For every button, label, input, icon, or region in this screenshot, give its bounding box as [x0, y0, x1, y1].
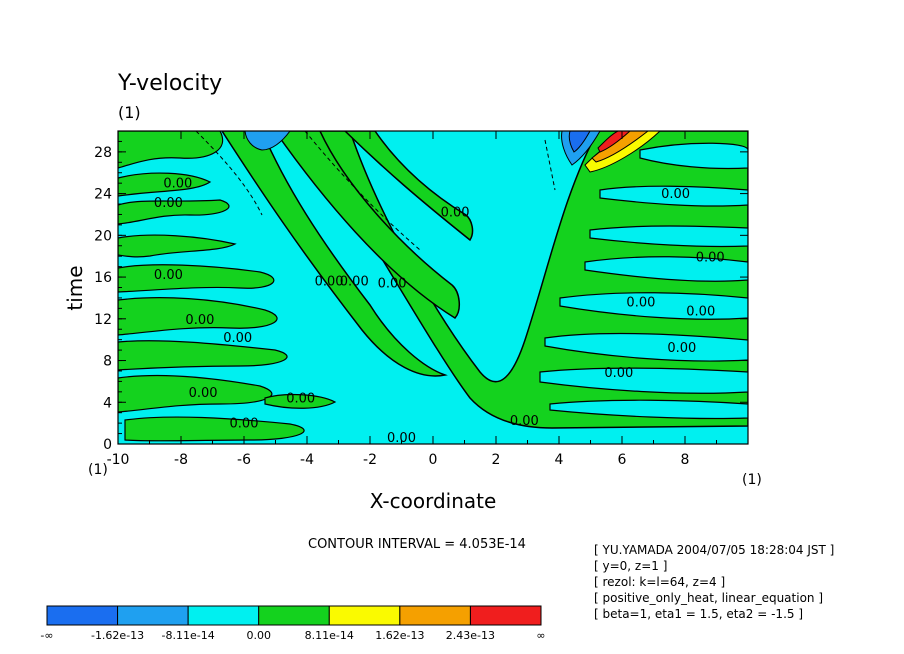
- contour-label: 0.00: [604, 366, 633, 381]
- y-axis-label: time: [63, 265, 87, 310]
- contour-label: 0.00: [661, 187, 690, 202]
- y-tick-label: 16: [94, 270, 112, 286]
- contour-label: 0.00: [441, 206, 470, 221]
- x-tick-label: 4: [555, 452, 564, 468]
- contour-label: 0.00: [387, 431, 416, 446]
- contour-label: 0.00: [510, 414, 539, 429]
- legend-label: 2.43e-13: [446, 629, 495, 642]
- contour-label: 0.00: [315, 274, 344, 289]
- legend-label: ∞: [536, 629, 545, 642]
- legend-label: 8.11e-14: [305, 629, 354, 642]
- legend-swatch: [187, 605, 260, 626]
- contour-label: 0.00: [230, 416, 259, 431]
- contour-interval-text: CONTOUR INTERVAL = 4.053E-14: [308, 537, 526, 552]
- positive-band-left: [221, 131, 448, 377]
- positive-patches-left: [118, 131, 337, 442]
- info-line: [ positive_only_heat, linear_equation ]: [594, 591, 823, 605]
- y-tick-label: 12: [94, 312, 112, 328]
- contour-label: 0.00: [189, 386, 218, 401]
- info-line: [ YU.YAMADA 2004/07/05 18:28:04 JST ]: [594, 543, 834, 557]
- info-line: [ rezol: k=l=64, z=4 ]: [594, 575, 725, 589]
- x-tick-label: 8: [681, 452, 690, 468]
- positive-band-middle: [274, 131, 460, 319]
- legend-swatch: [46, 605, 119, 626]
- x-tick-label: 6: [618, 452, 627, 468]
- legend-label: 0.00: [246, 629, 271, 642]
- info-line: [ y=0, z=1 ]: [594, 559, 667, 573]
- x-axis-label: X-coordinate: [370, 489, 497, 513]
- x-axis-unit: (1): [742, 472, 762, 488]
- x-tick-label: 2: [492, 452, 501, 468]
- x-tick-label: -8: [174, 452, 188, 468]
- y-tick-label: 8: [103, 354, 112, 370]
- dashed-contours: [195, 131, 556, 251]
- contour-label: 0.00: [667, 341, 696, 356]
- legend-label: 1.62e-13: [375, 629, 424, 642]
- y-tick-label: 0: [103, 437, 112, 453]
- y-axis: 0 4 8 12 16 20 24 28: [94, 130, 748, 453]
- x-tick-label: 0: [429, 452, 438, 468]
- legend-label: -8.11e-14: [162, 629, 215, 642]
- contour-label: 0.00: [378, 277, 407, 292]
- legend-label: -1.62e-13: [91, 629, 144, 642]
- contour-label: 0.00: [154, 196, 183, 211]
- contour-labels: 0.000.000.000.000.000.000.000.000.000.00…: [154, 176, 725, 446]
- contour-label: 0.00: [154, 268, 183, 283]
- chart-title: Y-velocity: [117, 71, 222, 96]
- x-tick-label: -2: [363, 452, 377, 468]
- legend-swatch: [469, 605, 542, 626]
- y-tick-label: 24: [94, 187, 112, 203]
- legend-label: -∞: [40, 629, 53, 642]
- contour-label: 0.00: [223, 331, 252, 346]
- x-tick-label: -6: [237, 452, 251, 468]
- contour-label: 0.00: [340, 274, 369, 289]
- legend-swatch: [258, 605, 330, 626]
- legend-swatch: [117, 605, 189, 626]
- y-axis-unit: (1): [88, 462, 108, 478]
- negative-patches-right: [539, 142, 748, 420]
- y-tick-label: 4: [103, 395, 112, 411]
- contour-label: 0.00: [163, 176, 192, 191]
- title-unit: (1): [118, 103, 141, 122]
- contour-label: 0.00: [696, 250, 725, 265]
- negative-blob-left: [244, 131, 291, 151]
- x-axis: -10 -8 -6 -4 -2 0 2 4 6 8: [107, 131, 749, 468]
- contour-label: 0.00: [686, 305, 715, 320]
- plot-field: [118, 131, 748, 444]
- info-line: [ beta=1, eta1 = 1.5, eta2 = -1.5 ]: [594, 607, 803, 621]
- positive-band-upper: [343, 131, 474, 242]
- color-legend: -∞ -1.62e-13 -8.11e-14 0.00 8.11e-14 1.62e-13…: [40, 605, 546, 642]
- negative-peak-dark-blue: [568, 131, 591, 153]
- y-tick-label: 28: [94, 145, 112, 161]
- legend-swatch: [328, 605, 401, 626]
- contour-label: 0.00: [286, 391, 315, 406]
- legend-swatch: [399, 605, 471, 626]
- info-box: [ YU.YAMADA 2004/07/05 18:28:04 JST ] [ …: [594, 543, 834, 621]
- x-tick-label: -4: [300, 452, 314, 468]
- contour-label: 0.00: [185, 313, 214, 328]
- y-tick-label: 20: [94, 228, 112, 244]
- x-tick-label: -10: [107, 452, 130, 468]
- contour-label: 0.00: [626, 295, 655, 310]
